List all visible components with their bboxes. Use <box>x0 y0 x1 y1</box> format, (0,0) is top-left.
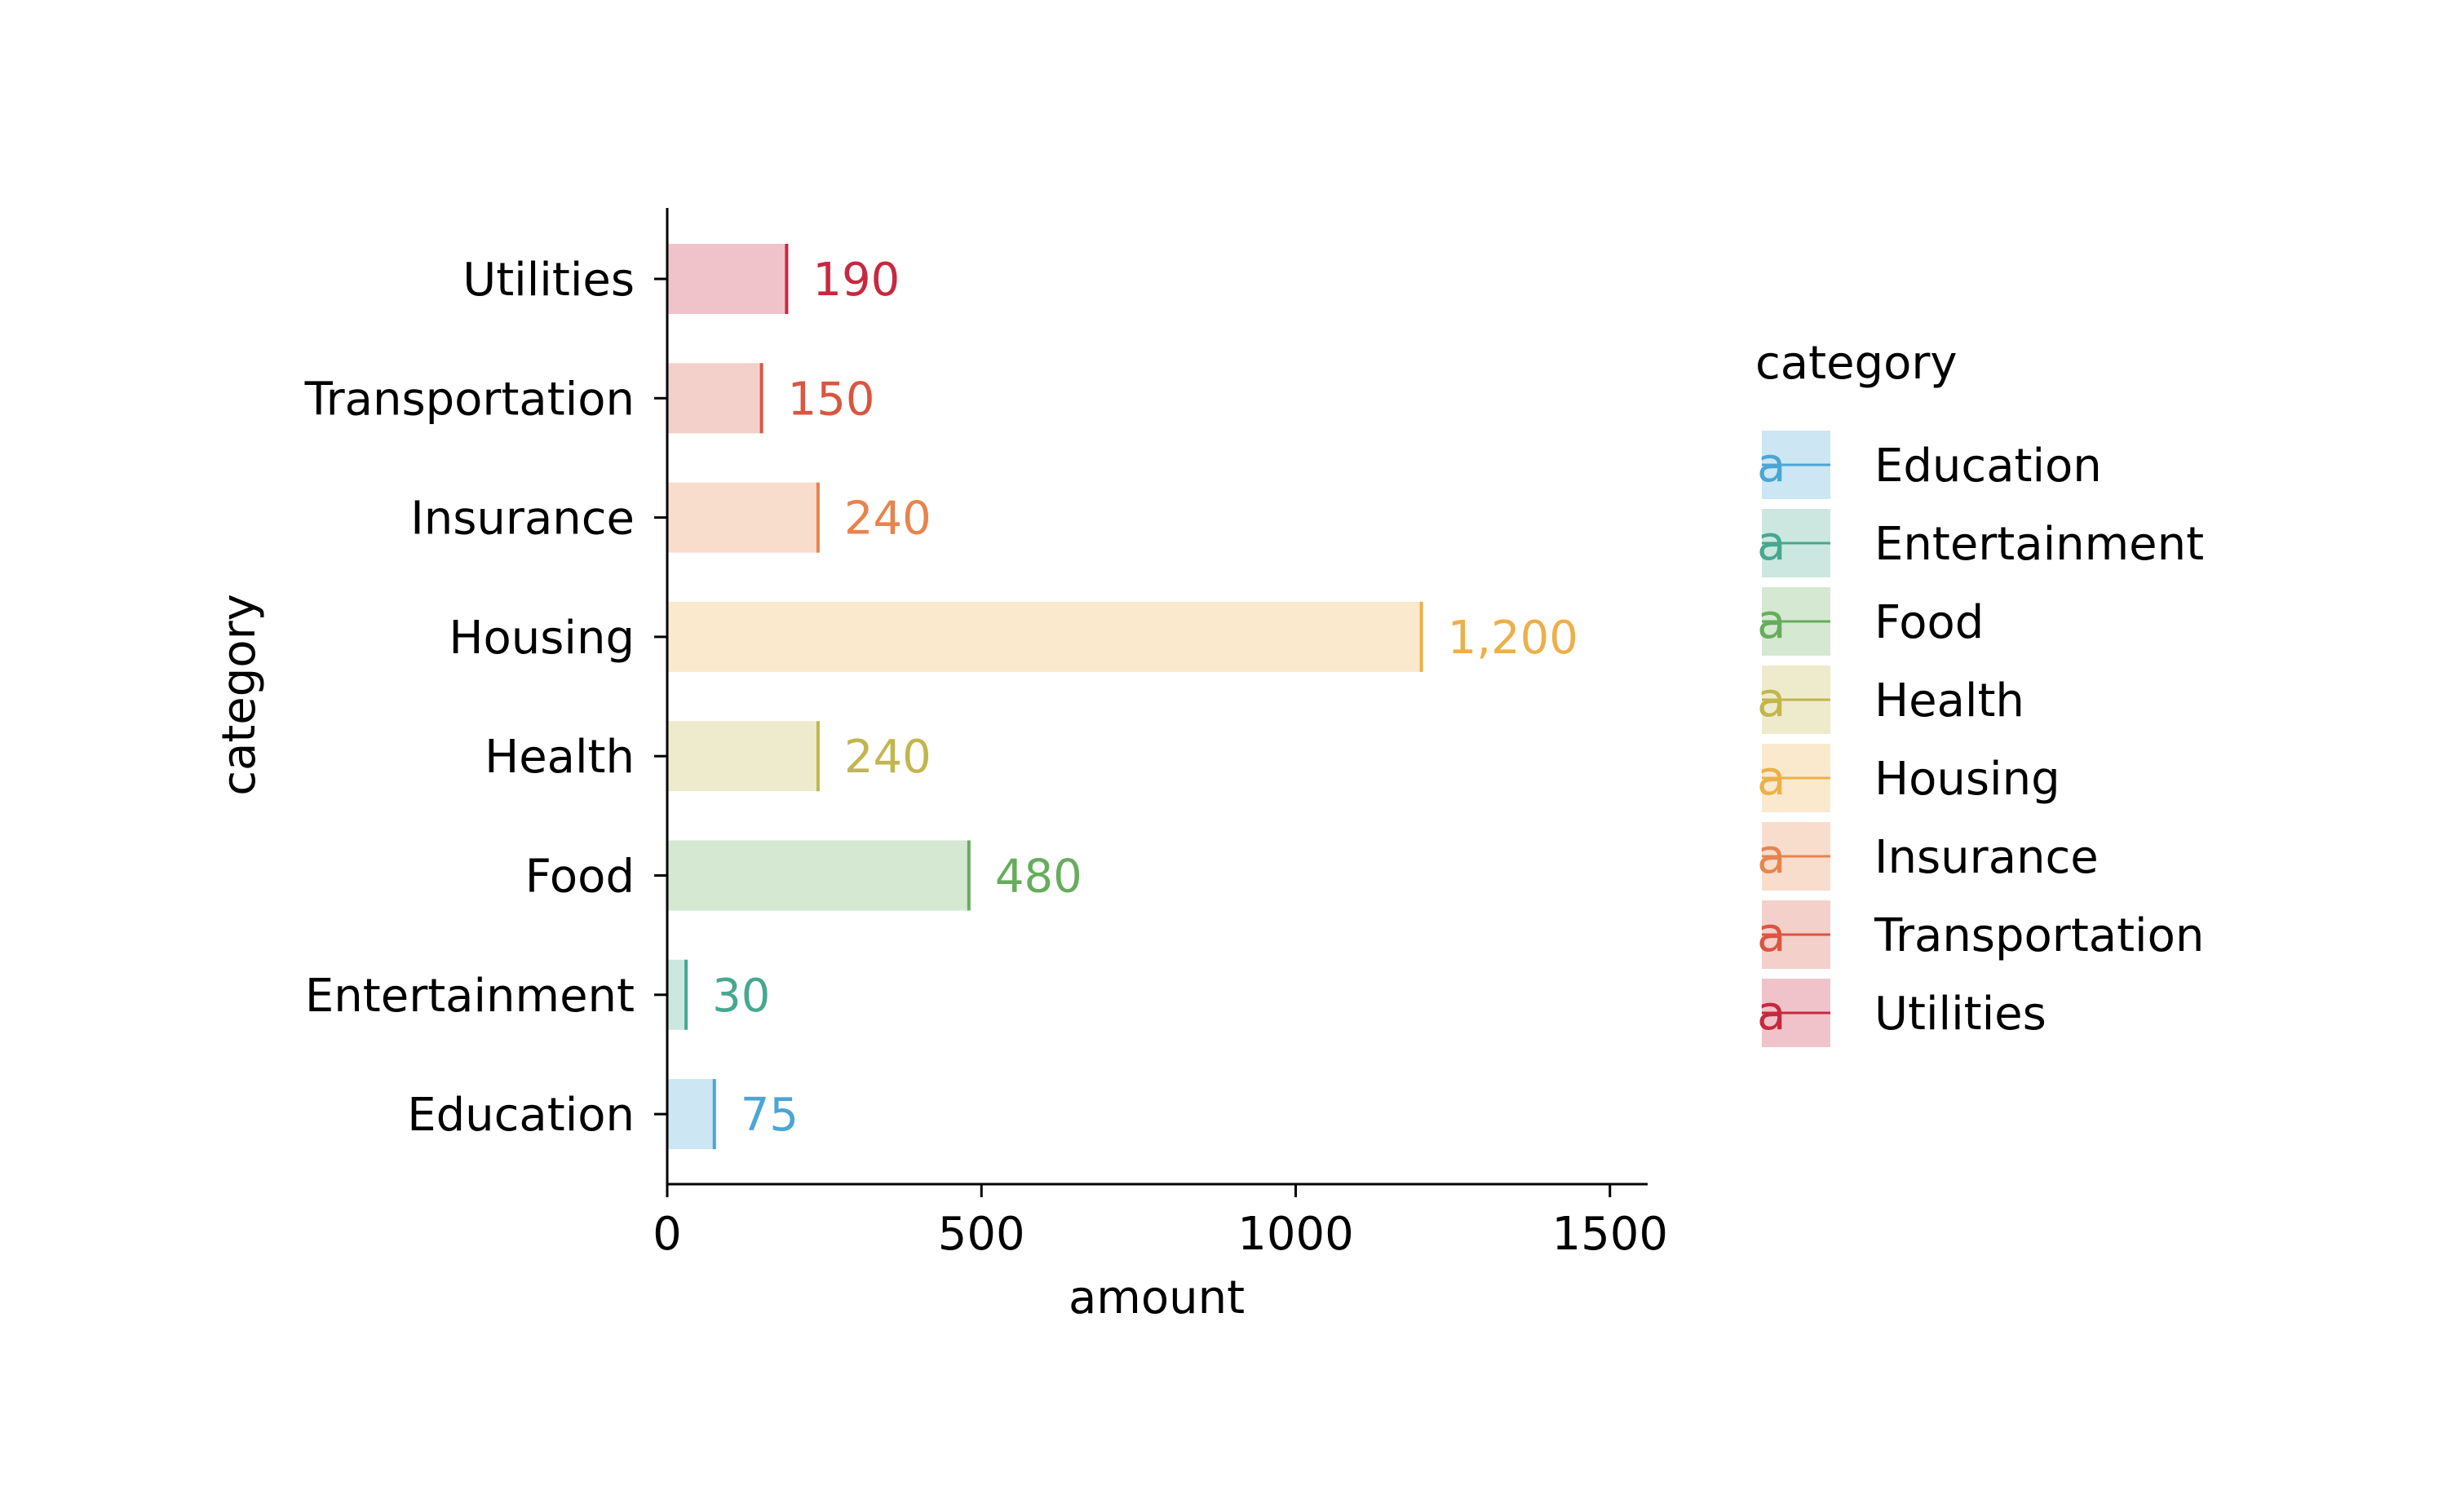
data-label-housing: 1,200 <box>1448 612 1578 665</box>
bar-entertainment <box>667 959 687 1030</box>
legend-label-food: Food <box>1874 596 1984 649</box>
bars-layer: 75 30 480 240 1,200 240 150 190 <box>667 244 1578 1150</box>
legend-glyph-food: a <box>1757 594 1786 649</box>
bar-transportation <box>667 363 762 434</box>
y-tick-label-education: Education <box>407 1089 635 1142</box>
x-tick-label-500: 500 <box>938 1208 1025 1261</box>
legend-glyph-education: a <box>1757 437 1786 493</box>
legend-label-education: Education <box>1874 440 2102 493</box>
y-axis-title: category <box>213 594 266 796</box>
data-label-utilities: 190 <box>812 254 900 307</box>
bar-food <box>667 840 969 911</box>
legend-glyph-housing: a <box>1757 750 1786 806</box>
legend-label-health: Health <box>1874 674 2024 727</box>
y-tick-label-food: Food <box>525 851 635 904</box>
x-axis-title: amount <box>1069 1271 1245 1324</box>
bar-utilities <box>667 244 787 314</box>
legend-glyph-entertainment: a <box>1757 515 1786 571</box>
legend-item-housing: a Housing <box>1757 744 2060 812</box>
data-label-education: 75 <box>741 1089 799 1142</box>
bar-housing <box>667 601 1422 672</box>
legend-label-transportation: Transportation <box>1874 909 2204 962</box>
legend: category a Education a Entertainment a Food a H… <box>1755 337 2204 1047</box>
bar-education <box>667 1079 715 1150</box>
legend-item-entertainment: a Entertainment <box>1757 509 2204 577</box>
y-tick-label-utilities: Utilities <box>462 254 635 307</box>
y-axis: Education Entertainment Food Health Housing I… <box>304 208 669 1184</box>
data-label-food: 480 <box>995 851 1082 904</box>
y-tick-label-health: Health <box>485 731 635 784</box>
legend-glyph-health: a <box>1757 672 1786 727</box>
legend-item-education: a Education <box>1757 431 2102 499</box>
legend-glyph-transportation: a <box>1757 907 1786 962</box>
y-tick-label-insurance: Insurance <box>410 493 635 546</box>
legend-item-food: a Food <box>1757 587 1984 656</box>
bar-health <box>667 721 818 792</box>
legend-item-utilities: a Utilities <box>1757 979 2047 1047</box>
legend-item-transportation: a Transportation <box>1757 900 2204 969</box>
data-label-entertainment: 30 <box>712 970 770 1023</box>
data-label-health: 240 <box>844 731 931 784</box>
legend-items: a Education a Entertainment a Food a Health a Hou… <box>1757 431 2204 1047</box>
data-label-insurance: 240 <box>844 493 931 546</box>
data-label-transportation: 150 <box>788 373 875 426</box>
legend-label-utilities: Utilities <box>1874 988 2047 1041</box>
bar-insurance <box>667 482 818 553</box>
y-tick-label-entertainment: Entertainment <box>305 970 635 1023</box>
legend-label-entertainment: Entertainment <box>1874 518 2204 571</box>
legend-title: category <box>1755 337 1958 390</box>
y-tick-label-transportation: Transportation <box>304 373 635 426</box>
x-axis: 0 500 1000 1500 <box>653 1183 1669 1261</box>
legend-item-health: a Health <box>1757 665 2024 734</box>
legend-glyph-insurance: a <box>1757 829 1786 884</box>
x-tick-label-0: 0 <box>653 1208 682 1261</box>
x-tick-label-1500: 1500 <box>1552 1208 1669 1261</box>
x-tick-label-1000: 1000 <box>1237 1208 1354 1261</box>
legend-glyph-utilities: a <box>1757 985 1786 1041</box>
legend-label-housing: Housing <box>1874 753 2060 806</box>
legend-item-insurance: a Insurance <box>1757 822 2099 891</box>
legend-label-insurance: Insurance <box>1874 831 2099 884</box>
y-tick-label-housing: Housing <box>449 612 635 665</box>
